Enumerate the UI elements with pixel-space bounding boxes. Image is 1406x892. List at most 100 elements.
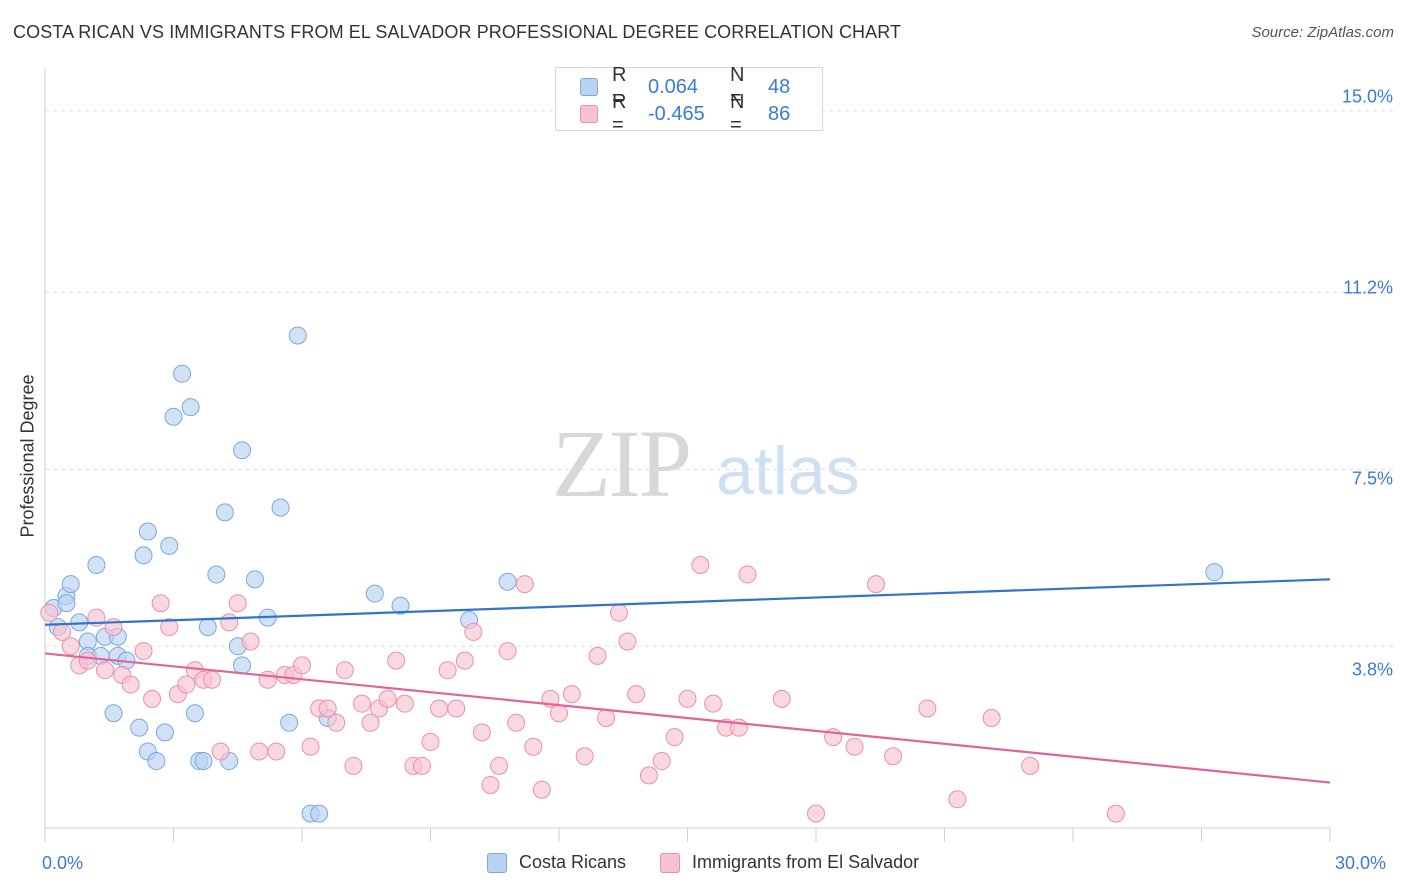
el-salvador-point — [301, 737, 320, 756]
watermark-zip: ZIP — [552, 410, 692, 517]
el-salvador-point — [387, 651, 406, 670]
costa-rican-point — [61, 575, 80, 594]
el-salvador-point — [575, 747, 594, 766]
costa-rican-point — [173, 364, 192, 383]
el-salvador-point — [438, 661, 457, 680]
el-salvador-point — [845, 737, 864, 756]
el-salvador-point — [203, 670, 222, 689]
series-legend: Costa Ricans Immigrants from El Salvador — [487, 852, 953, 873]
costa-rican-point — [147, 752, 166, 771]
el-salvador-point — [395, 694, 414, 713]
costa-rican-point — [155, 723, 174, 742]
el-salvador-point — [378, 689, 397, 708]
el-salvador-point — [618, 632, 637, 651]
costa-rican-point — [194, 752, 213, 771]
costa-rican-point — [207, 565, 226, 584]
blue-swatch-icon — [487, 852, 507, 873]
trend-line — [44, 578, 1331, 626]
costa-rican-point — [498, 572, 517, 591]
el-salvador-point — [250, 742, 269, 761]
el-salvador-point — [352, 694, 371, 713]
r-label: R = — [612, 91, 627, 136]
costa-rican-point — [1205, 563, 1224, 582]
el-salvador-point — [160, 618, 179, 637]
el-salvador-point — [241, 632, 260, 651]
costa-rican-point — [134, 546, 153, 565]
y-tick-label: 11.2% — [1343, 277, 1393, 298]
r-value: -0.465 — [648, 102, 705, 125]
el-salvador-point — [562, 685, 581, 704]
r-label: R = — [612, 64, 627, 109]
pink-swatch-icon — [580, 105, 598, 123]
pink-swatch-icon — [660, 852, 681, 873]
n-value: 48 — [768, 75, 791, 98]
costa-rican-point — [130, 718, 149, 737]
costa-rican-point — [198, 618, 217, 637]
costa-rican-point — [365, 584, 384, 603]
el-salvador-point — [455, 651, 474, 670]
n-label: N = — [730, 64, 745, 109]
el-salvador-point — [866, 575, 885, 594]
costa-rican-point — [233, 656, 252, 675]
costa-rican-point — [288, 326, 307, 345]
costa-rican-point — [215, 503, 234, 522]
el-salvador-point — [490, 756, 509, 775]
el-salvador-point — [691, 555, 710, 574]
el-salvador-point — [481, 775, 500, 794]
el-salvador-point — [678, 689, 697, 708]
el-salvador-point — [220, 613, 239, 632]
el-salvador-point — [421, 732, 440, 751]
el-salvador-point — [597, 709, 616, 728]
el-salvador-point — [1021, 756, 1040, 775]
stats-legend: R = 0.064 N = 48 R = -0.465 N = 86 — [555, 64, 823, 136]
legend-item-costa-ricans[interactable]: Costa Ricans — [487, 852, 626, 873]
watermark-atlas: atlas — [716, 433, 860, 509]
el-salvador-point — [293, 656, 311, 675]
el-salvador-point — [61, 637, 80, 656]
el-salvador-point — [982, 709, 1001, 728]
costa-rican-point — [280, 713, 299, 732]
costa-rican-point — [104, 704, 123, 723]
el-salvador-point — [361, 713, 380, 732]
el-salvador-point — [143, 689, 162, 708]
el-salvador-point — [498, 642, 517, 661]
costa-rican-point — [160, 536, 179, 555]
el-salvador-point — [95, 661, 114, 680]
legend-label: Costa Ricans — [519, 852, 627, 872]
el-salvador-point — [177, 675, 196, 694]
el-salvador-point — [464, 622, 483, 641]
el-salvador-point — [507, 713, 526, 732]
trend-line — [44, 652, 1331, 784]
el-salvador-point — [447, 699, 466, 718]
costa-rican-point — [164, 407, 183, 426]
el-salvador-point — [704, 694, 723, 713]
legend-item-el-salvador[interactable]: Immigrants from El Salvador — [660, 852, 919, 873]
el-salvador-point — [267, 742, 286, 761]
x-tick-label: 0.0% — [42, 853, 84, 873]
el-salvador-point — [412, 756, 431, 775]
chart-title: COSTA RICAN VS IMMIGRANTS FROM EL SALVAD… — [13, 22, 902, 42]
el-salvador-point — [550, 704, 568, 723]
el-salvador-point — [532, 780, 551, 799]
el-salvador-point — [472, 723, 491, 742]
costa-rican-point — [233, 441, 252, 460]
el-salvador-point — [134, 642, 153, 661]
n-value: 86 — [768, 102, 791, 125]
el-salvador-point — [121, 675, 140, 694]
costa-rican-point — [87, 555, 106, 574]
el-salvador-point — [884, 747, 903, 766]
n-label: N = — [730, 91, 745, 136]
el-salvador-point — [515, 575, 534, 594]
el-salvador-point — [1106, 804, 1125, 823]
y-tick-label: 15.0% — [1341, 86, 1393, 107]
el-salvador-point — [344, 756, 363, 775]
costa-rican-point — [185, 704, 204, 723]
el-salvador-point — [652, 752, 671, 771]
el-salvador-point — [948, 790, 967, 809]
costa-rican-point — [245, 570, 264, 589]
el-salvador-point — [918, 699, 937, 718]
costa-rican-point — [57, 594, 76, 613]
el-salvador-point — [335, 661, 354, 680]
y-tick-label: 3.8% — [1351, 659, 1393, 680]
